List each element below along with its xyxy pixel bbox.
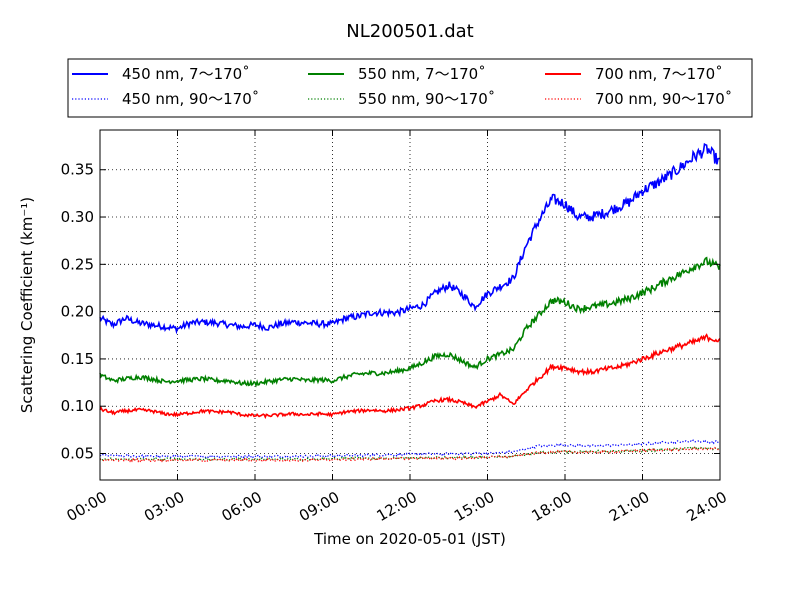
series-line-2	[99, 439, 721, 459]
chart-title: NL200501.dat	[346, 21, 473, 42]
legend-label: 450 nm, 7～170˚	[122, 65, 250, 83]
series-line-1	[99, 142, 721, 335]
series-line-4	[99, 445, 721, 462]
plot-series	[99, 142, 721, 463]
y-tick-label: 0.25	[61, 255, 94, 273]
legend-label: 550 nm, 90～170˚	[358, 90, 495, 108]
x-tick-label: 03:00	[141, 488, 187, 525]
series-line-6	[99, 446, 721, 463]
legend-frame	[67, 58, 753, 118]
x-axis-label: Time on 2020-05-01 (JST)	[313, 530, 506, 548]
series-line-3	[99, 256, 721, 388]
y-tick-label: 0.15	[61, 350, 94, 368]
x-tick-label: 09:00	[296, 488, 342, 525]
x-tick-label: 15:00	[451, 488, 497, 525]
y-tick-label: 0.35	[61, 161, 94, 179]
y-tick-label: 0.05	[61, 445, 94, 463]
legend-label: 450 nm, 90～170˚	[122, 90, 259, 108]
y-tick-label: 0.10	[61, 397, 94, 415]
series-line-5	[99, 333, 721, 420]
x-tick-label: 21:00	[606, 488, 652, 525]
legend: 450 nm, 7～170˚ 450 nm, 90～170˚ 550 nm, 7～1…	[67, 58, 753, 118]
y-tick-label: 0.20	[61, 303, 94, 321]
legend-label: 700 nm, 7～170˚	[595, 65, 723, 83]
grid-lines	[100, 130, 720, 480]
y-axis-label: Scattering Coefficient (km⁻¹)	[18, 197, 36, 413]
legend-label: 550 nm, 7～170˚	[358, 65, 486, 83]
legend-label: 700 nm, 90～170˚	[595, 90, 732, 108]
x-tick-label: 06:00	[219, 488, 265, 525]
x-tick-label: 24:00	[684, 488, 730, 525]
x-tick-label: 00:00	[64, 488, 110, 525]
y-tick-label: 0.30	[61, 208, 94, 226]
x-tick-label: 18:00	[529, 488, 575, 525]
x-tick-label: 12:00	[374, 488, 420, 525]
